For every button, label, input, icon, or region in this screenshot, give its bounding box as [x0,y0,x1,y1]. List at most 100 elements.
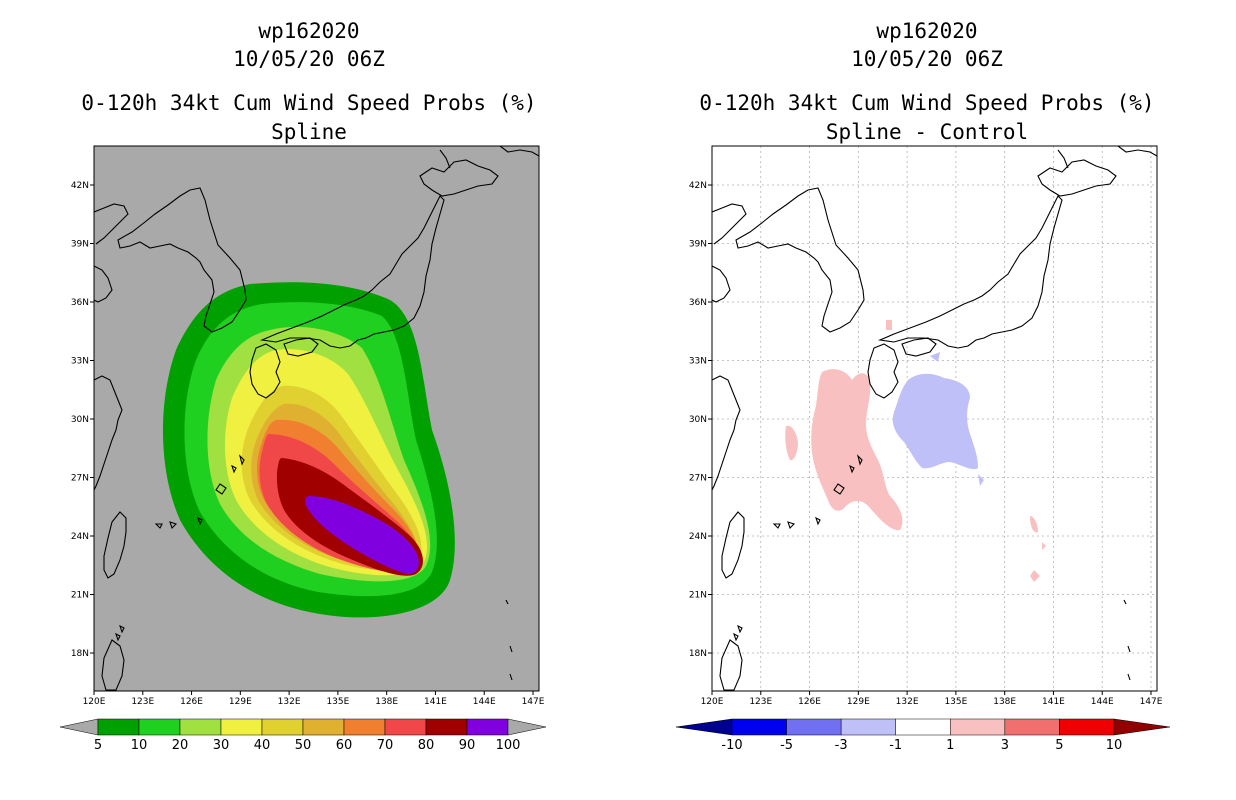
right-y-tick-label: 21N [689,591,707,601]
right-y-tick-label: 24N [689,532,707,542]
left-x-tick-label: 141E [424,697,447,707]
left-x-tick-label: 129E [229,697,252,707]
left-colorbar-under [59,718,99,736]
right-y-tick-label: 39N [689,240,707,250]
left-y-tick-label: 18N [71,649,89,659]
left-title-product: 0-120h 34kt Cum Wind Speed Probs (%) [81,91,536,115]
diff-negative-small-2 [978,474,984,486]
left-axes: 120E 123E 126E 129E 132E 135E 138E 141E 144E 147E… [71,181,545,707]
diff-positive-small-4 [1042,542,1046,550]
right-colorbar-label: -5 [780,738,793,753]
right-colorbar-label: 5 [1055,738,1063,753]
right-y-tick-label: 33N [689,357,707,367]
diff-negative-main [892,373,978,470]
left-y-tick-label: 39N [71,240,89,250]
left-title-method: Spline [271,120,347,144]
right-colorbar-label: 1 [946,738,954,753]
left-colorbar-box [97,718,140,736]
right-colorbar: -10 -5 -3 -1 1 3 5 10 [675,718,1171,753]
right-colorbar-label: 3 [1001,738,1009,753]
right-x-tick-label: 144E [1091,697,1114,707]
right-y-tick-label: 27N [689,474,707,484]
left-x-tick-label: 144E [473,697,496,707]
left-y-tick-label: 30N [71,415,89,425]
left-colorbar-label: 5 [94,738,102,753]
left-y-tick-label: 24N [71,532,89,542]
left-colorbar-box [425,718,468,736]
right-title-product: 0-120h 34kt Cum Wind Speed Probs (%) [699,91,1154,115]
right-gridlines [712,146,1157,691]
right-colorbar-box [840,718,896,736]
left-x-tick-label: 138E [375,697,398,707]
right-y-tick-label: 30N [689,415,707,425]
diff-positive-small-2 [1030,516,1038,533]
left-colorbar-box [466,718,509,736]
left-colorbar-label: 70 [377,738,394,753]
left-colorbar-box [179,718,222,736]
left-colorbar-box [261,718,304,736]
left-x-tick-label: 132E [278,697,301,707]
left-colorbar-box [220,718,263,736]
right-x-tick-label: 147E [1140,697,1163,707]
diff-positive-small-1 [785,425,798,461]
left-x-tick-label: 123E [131,697,154,707]
left-x-tick-label: 135E [326,697,349,707]
right-colorbar-label: -10 [721,738,742,753]
right-colorbar-box [731,718,787,736]
right-title-storm: wp162020 [876,19,977,43]
right-x-tick-label: 129E [847,697,870,707]
left-title-storm: wp162020 [258,19,359,43]
left-y-tick-label: 21N [71,591,89,601]
right-x-tick-label: 120E [701,697,724,707]
left-colorbar-box [302,718,345,736]
diff-negative-small [930,352,940,362]
left-colorbar-label: 10 [131,738,148,753]
left-x-tick-label: 120E [83,697,106,707]
left-colorbar-label: 20 [172,738,189,753]
left-y-tick-label: 33N [71,357,89,367]
right-y-tick-label: 18N [689,649,707,659]
left-colorbar-label: 100 [496,738,521,753]
left-y-tick-label: 27N [71,474,89,484]
left-colorbar-label: 60 [336,738,353,753]
right-colorbar-label: 10 [1106,738,1123,753]
left-x-tick-label: 147E [522,697,545,707]
right-map [712,146,1157,691]
right-y-tick-label: 42N [689,181,707,191]
left-colorbar-over [507,718,547,736]
left-colorbar-label: 50 [295,738,312,753]
left-title-date: 10/05/20 06Z [233,47,385,71]
right-y-tick-label: 36N [689,298,707,308]
right-colorbar-label: -1 [889,738,902,753]
left-panel: wp162020 10/05/20 06Z 0-120h 34kt Cum Wi… [59,19,547,753]
left-colorbar-label: 40 [254,738,271,753]
right-colorbar-box [1059,718,1115,736]
right-colorbar-label: -3 [835,738,848,753]
left-colorbar-box [343,718,386,736]
left-map [94,146,539,691]
right-colorbar-box [895,718,951,736]
left-colorbar-label: 90 [459,738,476,753]
right-panel: wp162020 10/05/20 06Z 0-120h 34kt Cum Wi… [675,19,1171,753]
left-y-tick-label: 42N [71,181,89,191]
right-x-tick-label: 123E [749,697,772,707]
left-colorbar-box [138,718,181,736]
left-colorbar: 5 10 20 30 40 50 60 70 80 90 100 [59,718,547,753]
right-title-method: Spline - Control [826,120,1028,144]
left-y-tick-label: 36N [71,298,89,308]
left-x-tick-label: 126E [180,697,203,707]
left-colorbar-label: 80 [418,738,435,753]
right-colorbar-over [1113,718,1171,736]
left-colorbar-box [384,718,427,736]
right-x-tick-label: 126E [798,697,821,707]
right-axes: 120E 123E 126E 129E 132E 135E 138E 141E 144E 147E… [689,181,1163,707]
right-x-tick-label: 132E [896,697,919,707]
diff-positive-small-5 [886,320,892,330]
right-colorbar-box [786,718,842,736]
right-title-date: 10/05/20 06Z [851,47,1003,71]
right-x-tick-label: 138E [993,697,1016,707]
right-colorbar-box [950,718,1006,736]
diff-positive-small-3 [1030,570,1040,582]
right-colorbar-box [1004,718,1060,736]
